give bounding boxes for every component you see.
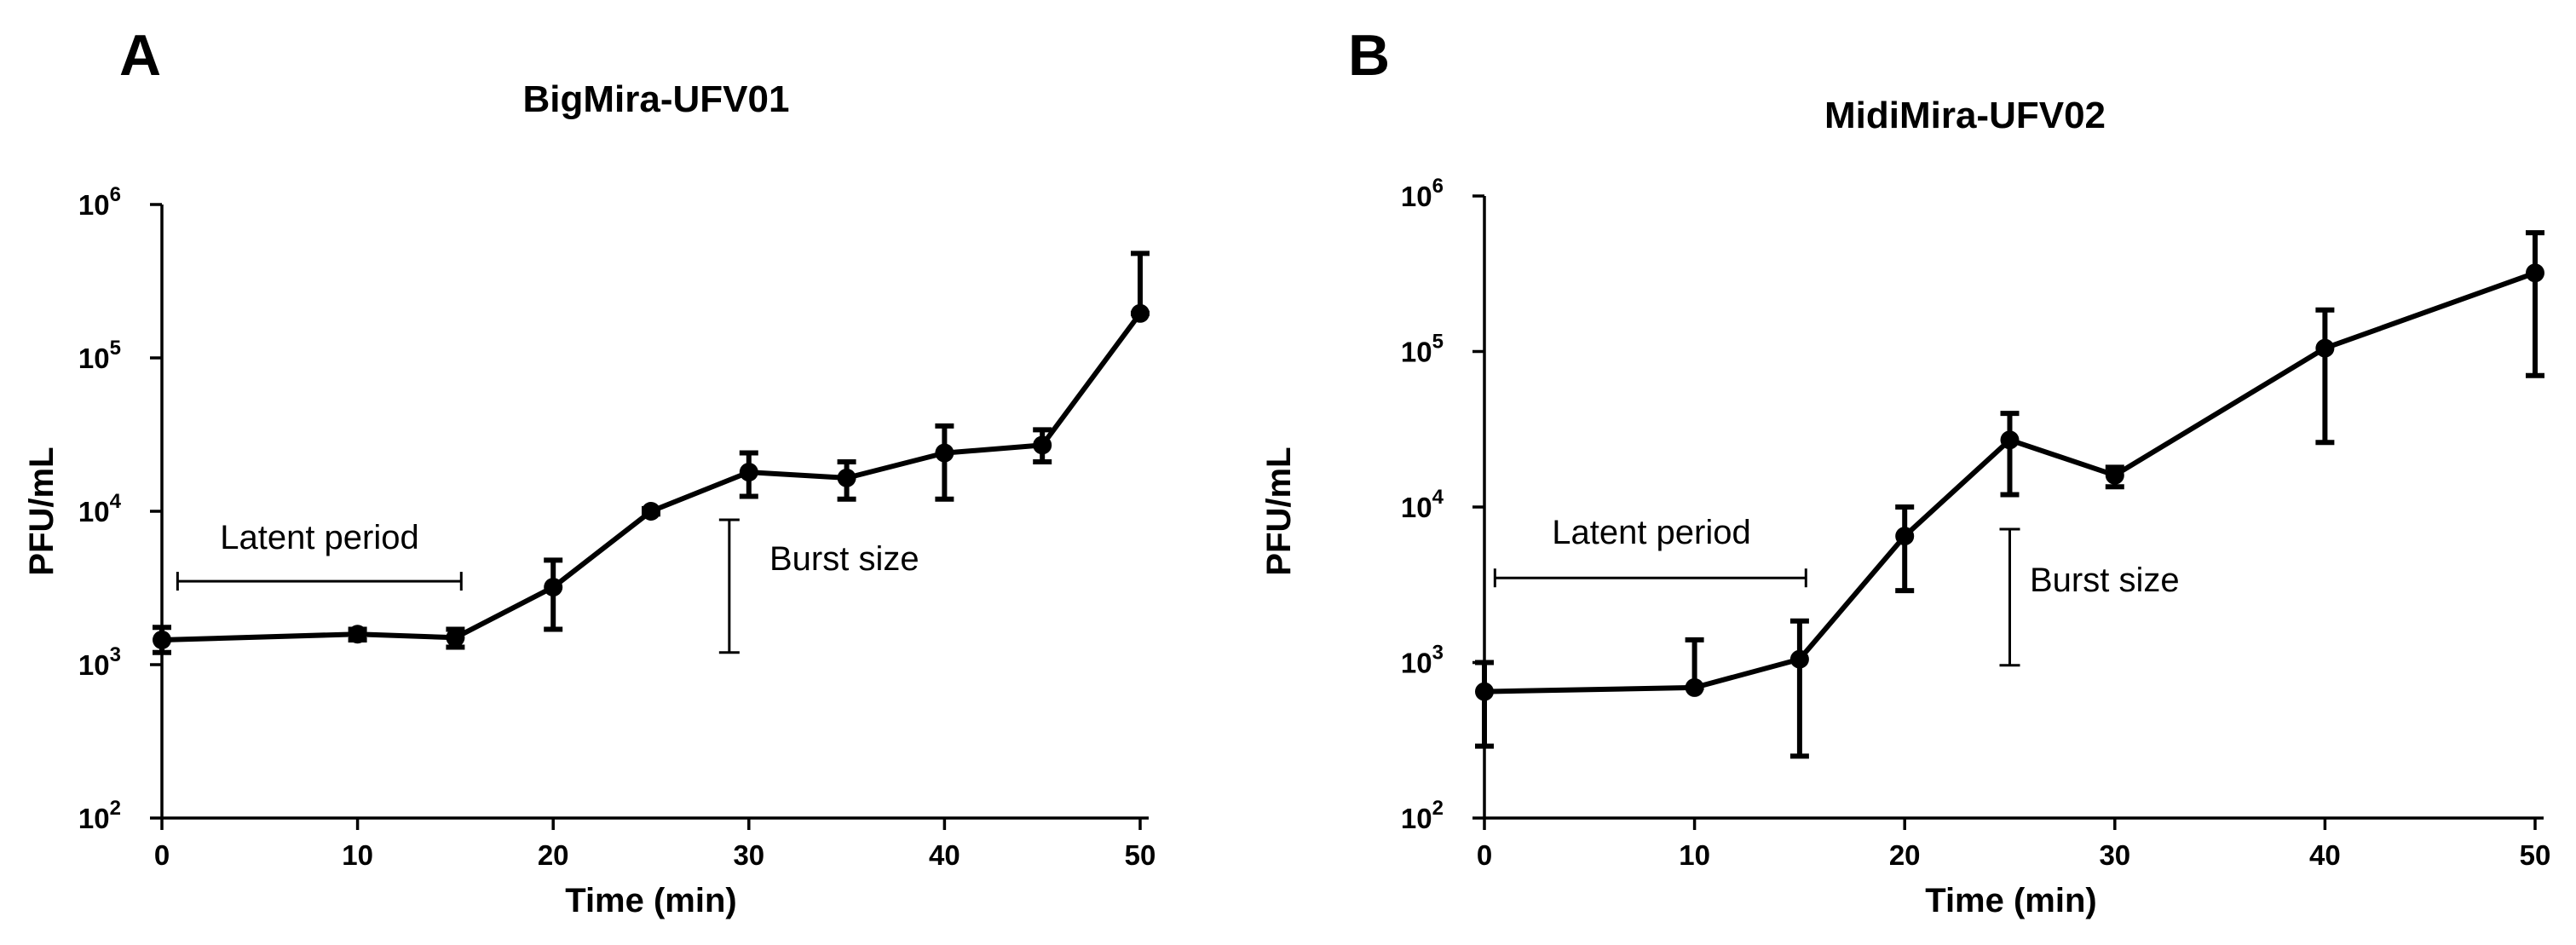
x-tick-label: 40 bbox=[2309, 839, 2341, 871]
chart-title-a: BigMira-UFV01 bbox=[523, 78, 790, 120]
latent-period-label-b: Latent period bbox=[1552, 514, 1751, 551]
x-tick-label: 20 bbox=[1889, 839, 1921, 871]
data-point bbox=[1789, 649, 1809, 669]
burst-size-label-b: Burst size bbox=[2030, 562, 2180, 599]
y-tick-label: 103 bbox=[1401, 642, 1444, 679]
panel-letter-b: B bbox=[1348, 23, 1390, 88]
y-tick-label: 105 bbox=[1401, 331, 1444, 368]
x-tick-label: 30 bbox=[2099, 839, 2130, 871]
y-axis-label-b: PFU/mL bbox=[1260, 447, 1298, 575]
data-point bbox=[2105, 465, 2124, 485]
data-point bbox=[2526, 263, 2544, 283]
data-point bbox=[2315, 338, 2335, 358]
chart-title-b: MidiMira-UFV02 bbox=[1824, 95, 2106, 136]
series-a bbox=[153, 251, 1150, 655]
x-tick-label: 50 bbox=[2520, 839, 2551, 871]
y-tick-label: 106 bbox=[1401, 175, 1444, 212]
chart-panel-a: A BigMira-UFV01 102 103 104 105 106 0 10 20 30 4… bbox=[23, 23, 1155, 919]
data-point bbox=[1033, 435, 1052, 455]
y-tick-label: 104 bbox=[78, 490, 122, 527]
data-point bbox=[739, 463, 758, 482]
x-tick-label: 40 bbox=[929, 839, 960, 871]
y-axis-label-a: PFU/mL bbox=[23, 447, 61, 575]
data-point bbox=[935, 443, 954, 463]
y-tick-label: 104 bbox=[1401, 486, 1444, 523]
y-ticks-a: 102 103 104 105 106 bbox=[78, 183, 162, 834]
y-tick-label: 102 bbox=[1401, 797, 1444, 834]
series-line bbox=[1484, 270, 2537, 694]
y-tick-label: 105 bbox=[78, 337, 121, 374]
burst-size-label-a: Burst size bbox=[769, 540, 919, 578]
y-ticks-b: 102 103 104 105 106 bbox=[1401, 175, 1484, 834]
latent-period-label-a: Latent period bbox=[220, 519, 419, 556]
x-ticks-a: 0 10 20 30 40 50 bbox=[154, 818, 1156, 871]
data-point bbox=[1895, 527, 1915, 546]
y-tick-label: 103 bbox=[78, 643, 121, 681]
data-point bbox=[348, 625, 367, 644]
data-point bbox=[642, 502, 660, 521]
y-tick-label: 102 bbox=[78, 797, 121, 834]
x-tick-label: 50 bbox=[1125, 839, 1156, 871]
data-point bbox=[837, 468, 856, 487]
x-tick-label: 10 bbox=[342, 839, 373, 871]
x-axis-label-a: Time (min) bbox=[565, 882, 737, 919]
chart-panel-b: B MidiMira-UFV02 102 103 104 105 106 0 10 20 30… bbox=[1260, 23, 2550, 919]
series-b bbox=[1475, 230, 2544, 759]
data-point bbox=[1685, 677, 1704, 697]
panel-letter-a: A bbox=[119, 23, 161, 88]
data-point bbox=[544, 578, 563, 597]
x-tick-label: 10 bbox=[1679, 839, 1710, 871]
x-tick-label: 30 bbox=[733, 839, 764, 871]
x-ticks-b: 0 10 20 30 40 50 bbox=[1477, 818, 2551, 871]
x-axis-label-b: Time (min) bbox=[1925, 882, 2097, 919]
x-tick-label: 0 bbox=[1477, 839, 1492, 871]
data-point bbox=[1131, 303, 1150, 323]
series-line bbox=[161, 312, 1143, 642]
y-tick-label: 106 bbox=[78, 183, 121, 221]
x-tick-label: 20 bbox=[538, 839, 569, 871]
data-point bbox=[2000, 430, 2020, 450]
data-point bbox=[153, 630, 171, 649]
data-point bbox=[1475, 682, 1494, 701]
data-point bbox=[446, 628, 465, 648]
x-tick-label: 0 bbox=[154, 839, 170, 871]
